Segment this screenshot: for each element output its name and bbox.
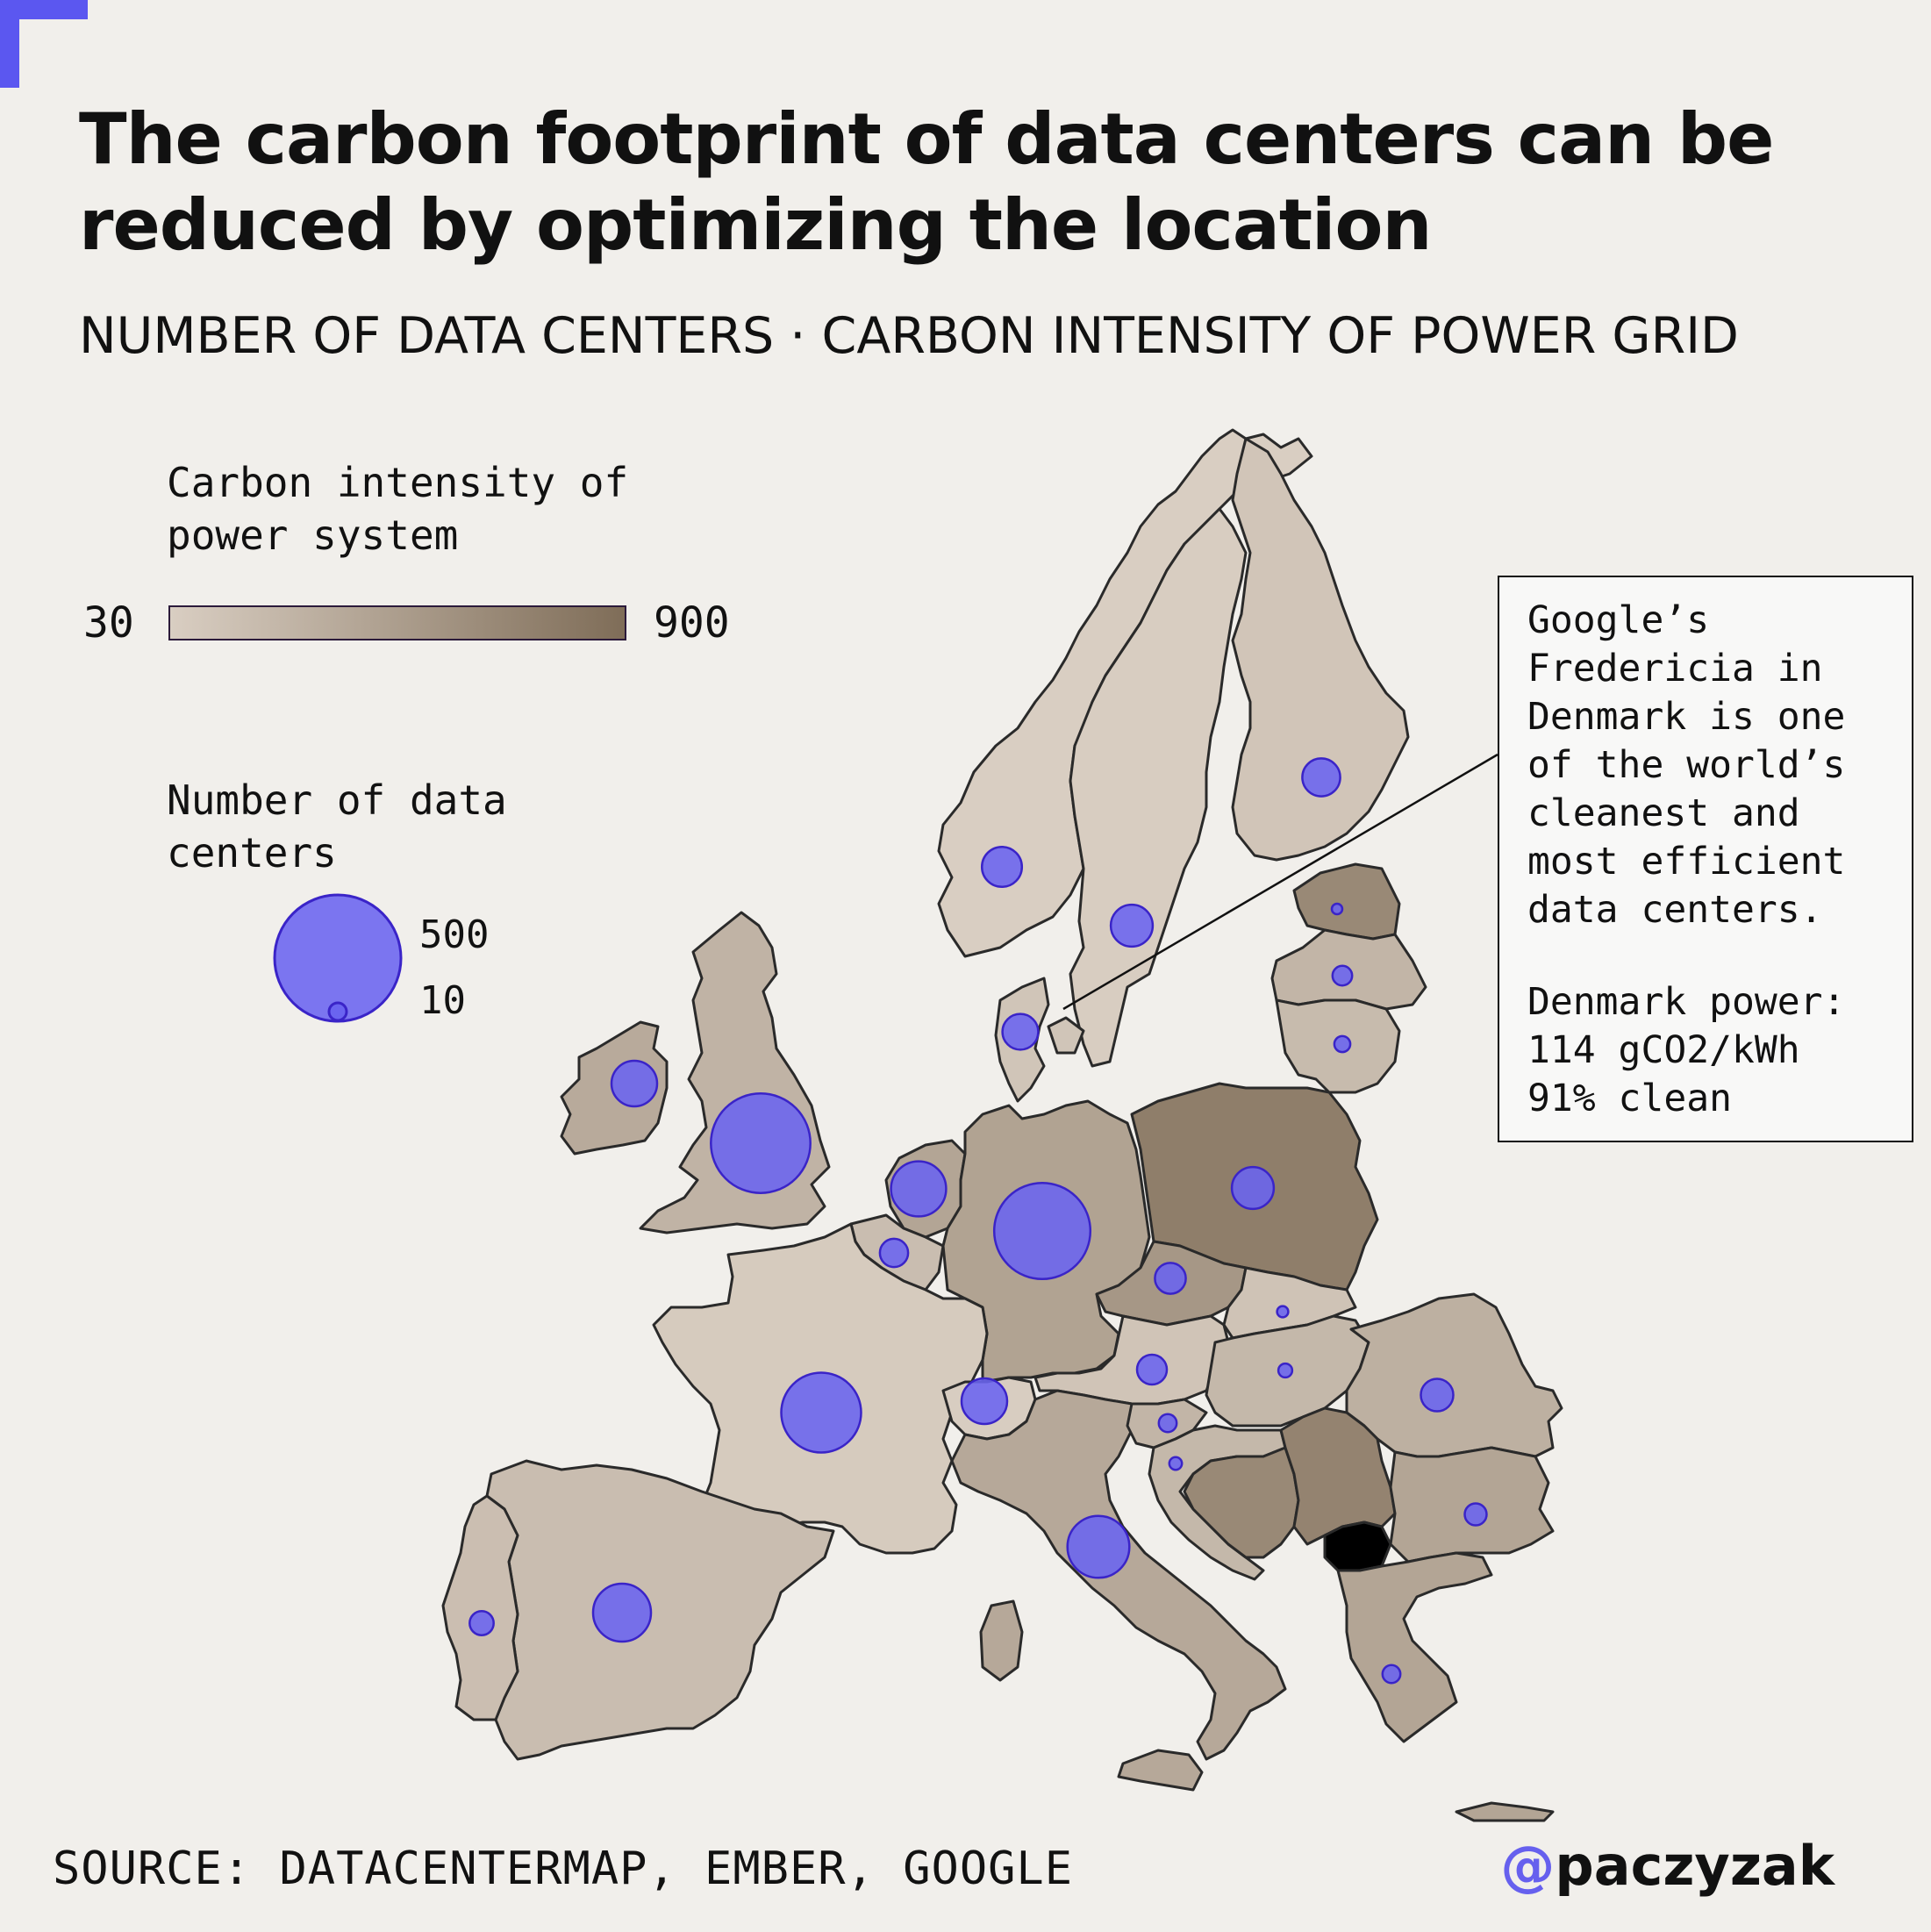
bubble-greece: [1381, 1664, 1402, 1685]
bubble-italy: [1066, 1514, 1131, 1579]
bubble-spain: [591, 1582, 653, 1643]
bubble-czechia: [1154, 1262, 1187, 1295]
bubble-netherlands: [890, 1160, 948, 1218]
bubble-bulgaria: [1463, 1502, 1488, 1527]
legend-carbon-title: Carbon intensity of power system: [167, 459, 629, 559]
bubble-switzerland: [960, 1377, 1009, 1426]
bubble-portugal: [468, 1610, 495, 1636]
bubble-germany: [992, 1181, 1092, 1281]
country-romania: [1345, 1292, 1563, 1458]
bubble-poland: [1230, 1165, 1276, 1211]
bubble-belgium: [878, 1237, 910, 1269]
country-bosnia: [1183, 1446, 1300, 1559]
country-denmark: [994, 977, 1085, 1103]
bubble-france: [780, 1371, 862, 1454]
bubble-romania: [1420, 1377, 1455, 1413]
country-greece: [1336, 1551, 1555, 1822]
legend-carbon-min: 30: [83, 598, 134, 648]
bubble-sweden: [1109, 903, 1155, 948]
country-croatia: [1148, 1424, 1287, 1581]
callout-power-text: Denmark power: 114 gCO2/kWh 91% clean: [1527, 980, 1846, 1120]
legend-count-title: Number of data centers: [167, 776, 507, 877]
legend-count-small: 10: [419, 978, 466, 1023]
bubble-hungary: [1277, 1362, 1294, 1379]
callout-text: Google’s Fredericia in Denmark is one of…: [1527, 598, 1846, 932]
country-sweden: [1069, 507, 1248, 1068]
legend-carbon-gradient: [168, 605, 626, 640]
bubble-austria: [1135, 1353, 1169, 1386]
bubble-slovenia: [1157, 1413, 1178, 1434]
bubble-latvia: [1331, 964, 1354, 987]
bubble-estonia: [1330, 902, 1344, 916]
legend-carbon-max: 900: [654, 598, 730, 648]
bubble-uk: [710, 1092, 812, 1194]
corner-accent-mark: [0, 0, 88, 88]
legend-size-bubbles: [273, 893, 403, 1023]
bubble-denmark: [1001, 1013, 1040, 1051]
bubble-slovakia: [1276, 1305, 1290, 1319]
country-finland: [1231, 437, 1410, 862]
country-portugal: [441, 1494, 519, 1721]
page-title: The carbon footprint of data centers can…: [79, 98, 1774, 266]
country-italy: [950, 1389, 1287, 1792]
author-handle: @paczyzak: [1500, 1834, 1834, 1898]
legend-bubble-small: [327, 1001, 348, 1022]
handle-name: paczyzak: [1555, 1834, 1834, 1898]
page-subtitle: NUMBER OF DATA CENTERS · CARBON INTENSIT…: [79, 307, 1739, 365]
bubble-finland: [1301, 757, 1341, 798]
callout-leader-line: [1062, 753, 1498, 1011]
bubble-lithuania: [1333, 1034, 1352, 1054]
country-estonia: [1292, 862, 1401, 941]
source-credit: SOURCE: DATACENTERMAP, EMBER, GOOGLE: [53, 1843, 1074, 1895]
callout-box: Google’s Fredericia in Denmark is one of…: [1498, 576, 1913, 1142]
bubble-norway: [980, 845, 1024, 889]
country-north-macedonia: [1323, 1521, 1392, 1572]
bubble-ireland: [610, 1059, 659, 1108]
handle-at-sign: @: [1500, 1834, 1556, 1898]
legend-count-large: 500: [419, 912, 490, 957]
bubble-croatia: [1168, 1456, 1184, 1471]
